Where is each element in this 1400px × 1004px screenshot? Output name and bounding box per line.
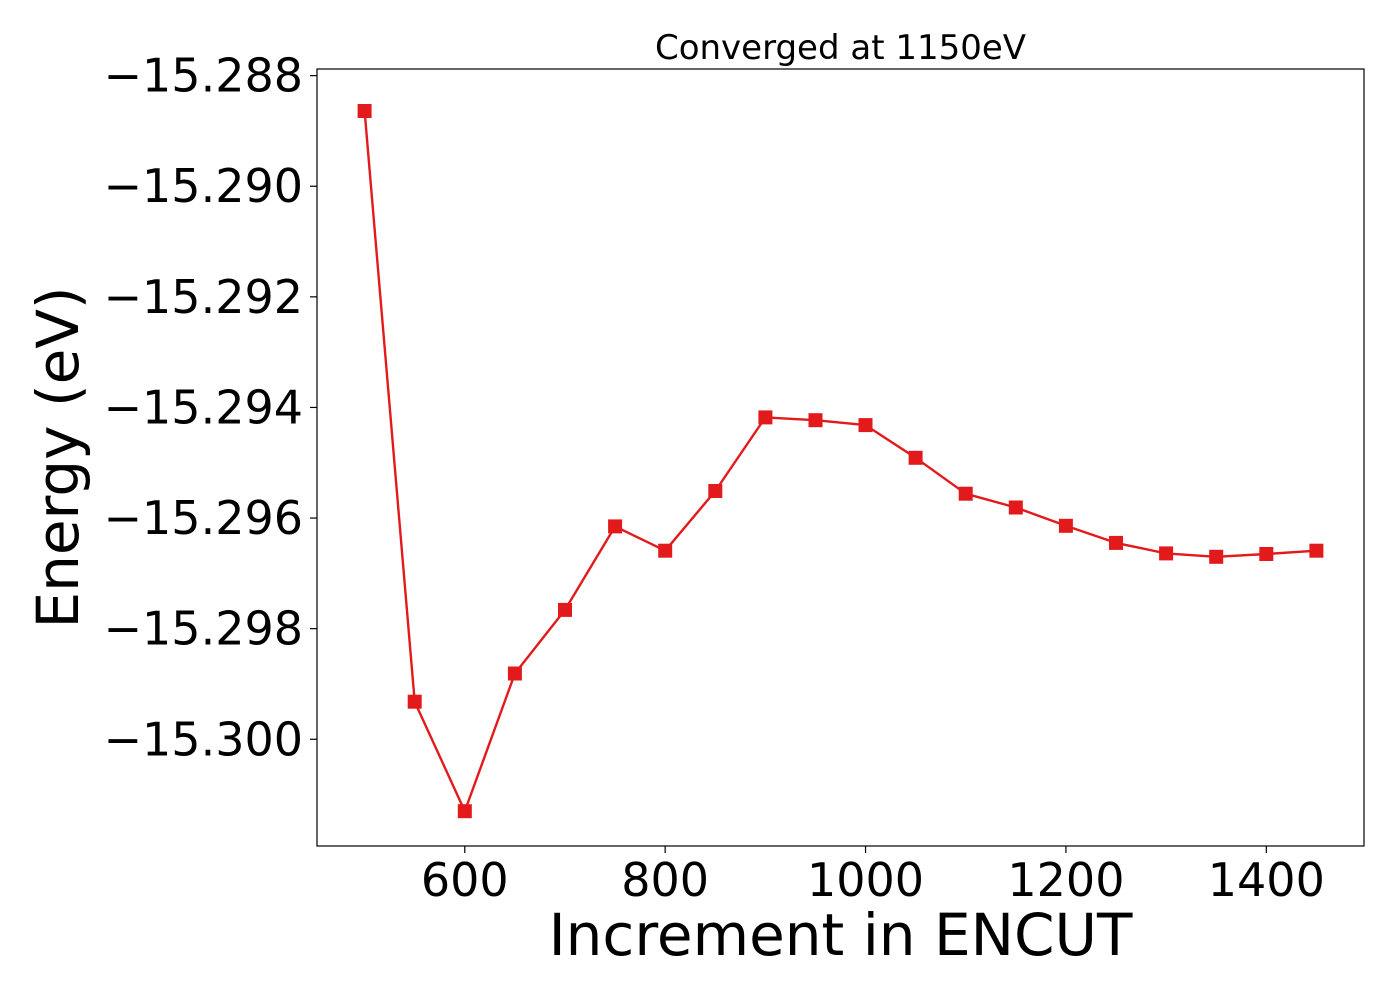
x-tick-label: 600 — [421, 853, 509, 907]
data-point — [558, 602, 572, 617]
plot-frame — [316, 68, 1365, 847]
y-axis-label: Energy (eV) — [24, 286, 92, 628]
y-tick-label: −15.288 — [104, 49, 304, 103]
data-point — [457, 804, 472, 819]
data-point — [1058, 518, 1073, 533]
data-point — [1259, 547, 1274, 561]
data-point — [608, 519, 623, 534]
data-point — [658, 543, 673, 558]
y-tick-label: −15.298 — [104, 602, 304, 656]
data-point — [407, 694, 422, 709]
y-axis: −15.288 −15.290 −15.292 −15.294 −15.296 −15.2… — [104, 49, 317, 766]
y-tick-label: −15.300 — [104, 712, 304, 766]
data-point — [1209, 549, 1224, 564]
y-tick-label: −15.294 — [104, 380, 304, 434]
data-point — [758, 410, 773, 425]
x-tick-label: 1400 — [1208, 853, 1325, 907]
data-point — [1109, 535, 1123, 550]
y-tick-label: −15.290 — [104, 159, 304, 213]
y-tick-label: −15.292 — [104, 270, 304, 324]
plot-area — [316, 68, 1365, 847]
data-point — [1309, 543, 1324, 558]
series-line — [363, 110, 1317, 813]
x-tick-label: 1200 — [1007, 853, 1124, 907]
chart-title: Converged at 1150eV — [655, 28, 1026, 68]
x-axis-label: Increment in ENCUT — [549, 901, 1133, 969]
data-point — [858, 418, 873, 433]
data-point — [908, 450, 923, 465]
x-tick-label: 800 — [621, 853, 709, 907]
data-point — [958, 486, 973, 501]
x-tick-label: 1000 — [807, 853, 924, 907]
x-axis: 600 800 1000 1200 1400 — [421, 846, 1325, 907]
y-tick-label: −15.296 — [104, 491, 304, 545]
data-point — [808, 413, 823, 428]
data-point — [357, 104, 372, 118]
data-point — [1008, 500, 1023, 515]
data-point — [507, 666, 522, 681]
data-point — [708, 484, 723, 498]
data-point — [1159, 546, 1174, 561]
